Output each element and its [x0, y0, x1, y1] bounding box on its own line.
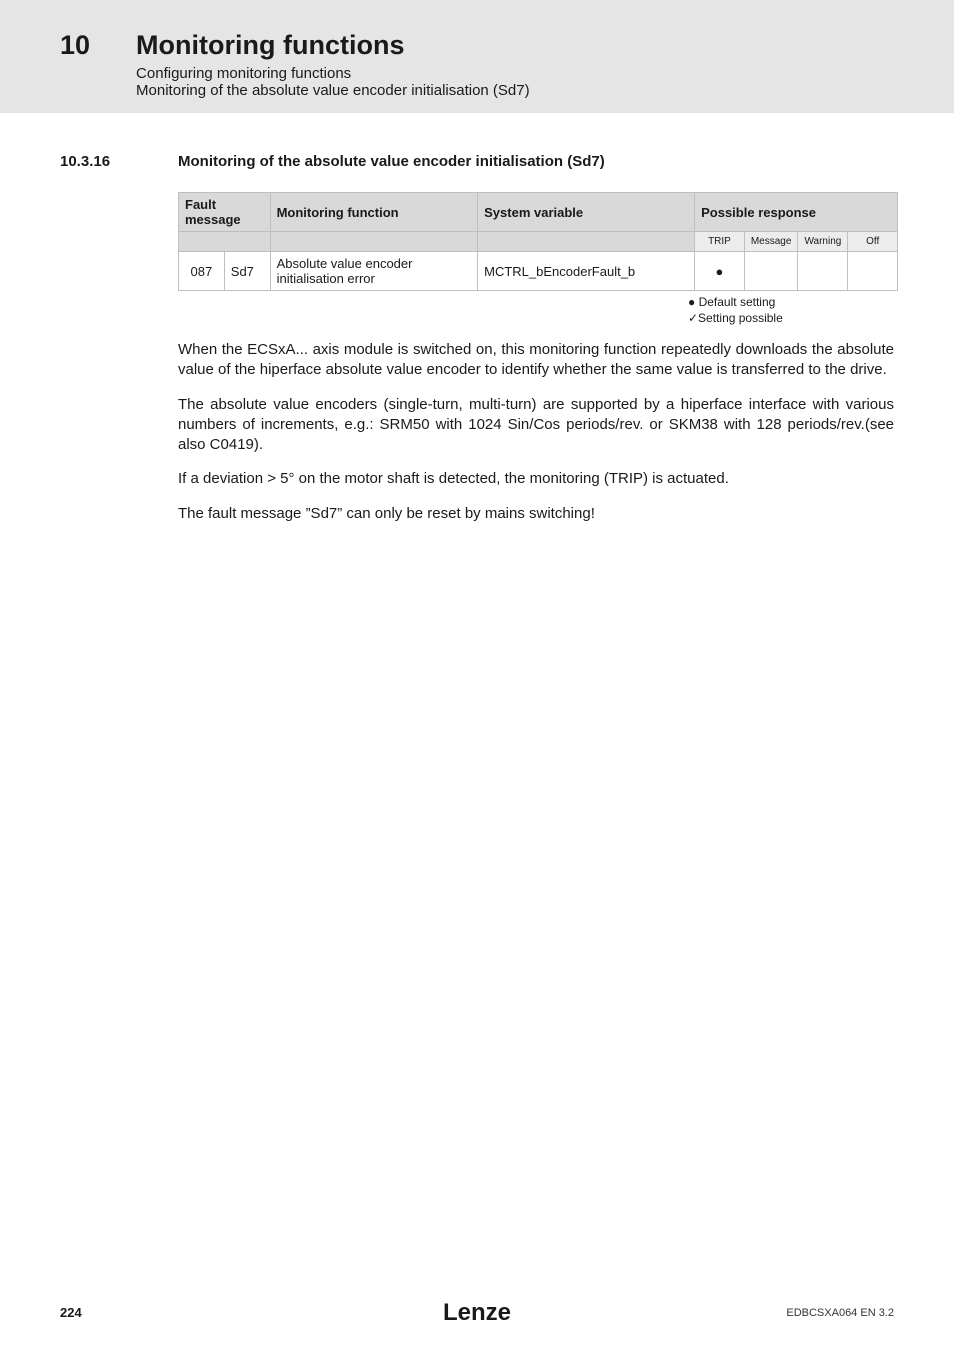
- brand-logo: Lenze: [443, 1299, 511, 1327]
- chapter-title: Monitoring functions: [136, 30, 894, 61]
- subhead-spacer-2: [270, 232, 478, 252]
- col-system-variable: System variable: [478, 193, 695, 232]
- chapter-number: 10: [60, 30, 90, 61]
- cell-off: [848, 252, 898, 291]
- cell-message: [744, 252, 798, 291]
- legend-default: ● Default setting: [688, 295, 894, 311]
- subcol-warning: Warning: [798, 232, 848, 252]
- subhead-spacer-1: [179, 232, 271, 252]
- section-title: Monitoring of the absolute value encoder…: [178, 153, 605, 170]
- paragraph-1: When the ECSxA... axis module is switche…: [178, 340, 894, 381]
- col-possible-response: Possible response: [695, 193, 898, 232]
- header-sub1: Configuring monitoring functions: [136, 65, 894, 82]
- col-fault-message: Fault message: [179, 193, 271, 232]
- table-legend: ● Default setting ✓Setting possible: [688, 295, 894, 326]
- section-number: 10.3.16: [60, 153, 132, 170]
- col-monitoring-function: Monitoring function: [270, 193, 478, 232]
- table-row: 087 Sd7 Absolute value encoder initialis…: [179, 252, 898, 291]
- table-subheader-row: TRIP Message Warning Off: [179, 232, 898, 252]
- subhead-spacer-3: [478, 232, 695, 252]
- monitoring-table: Fault message Monitoring function System…: [178, 192, 898, 291]
- subcol-off: Off: [848, 232, 898, 252]
- paragraph-4: The fault message ”Sd7” can only be rese…: [178, 504, 894, 524]
- cell-function: Absolute value encoder initialisation er…: [270, 252, 478, 291]
- subcol-message: Message: [744, 232, 798, 252]
- paragraph-3: If a deviation > 5° on the motor shaft i…: [178, 469, 894, 489]
- cell-warning: [798, 252, 848, 291]
- page-number: 224: [60, 1305, 82, 1320]
- section-row: 10.3.16 Monitoring of the absolute value…: [60, 153, 894, 170]
- doc-id: EDBCSXA064 EN 3.2: [786, 1307, 894, 1319]
- table-header-row: Fault message Monitoring function System…: [179, 193, 898, 232]
- header-band: 10 Monitoring functions Configuring moni…: [0, 0, 954, 113]
- cell-trip: ●: [695, 252, 745, 291]
- paragraph-2: The absolute value encoders (single-turn…: [178, 395, 894, 456]
- cell-short: Sd7: [224, 252, 270, 291]
- header-sub2: Monitoring of the absolute value encoder…: [136, 82, 894, 99]
- content-block: Fault message Monitoring function System…: [178, 192, 894, 524]
- legend-possible: ✓Setting possible: [688, 311, 894, 327]
- brand-text: Lenze: [443, 1299, 511, 1327]
- cell-variable: MCTRL_bEncoderFault_b: [478, 252, 695, 291]
- cell-code: 087: [179, 252, 225, 291]
- subcol-trip: TRIP: [695, 232, 745, 252]
- page-footer: 224 Lenze EDBCSXA064 EN 3.2: [60, 1305, 894, 1320]
- header-texts: Monitoring functions Configuring monitor…: [136, 30, 894, 99]
